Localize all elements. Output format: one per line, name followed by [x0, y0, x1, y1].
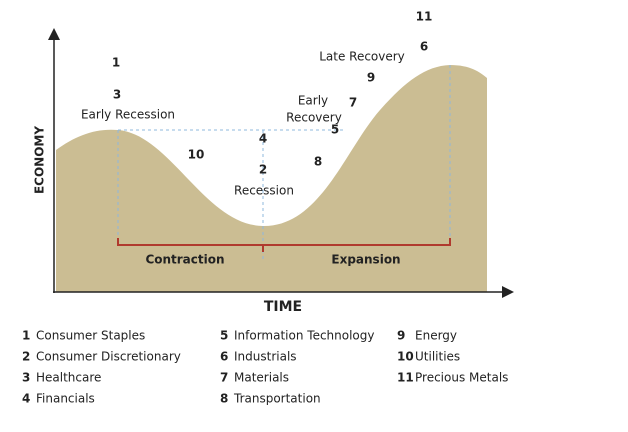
legend-name: Information Technology	[234, 329, 375, 343]
legend-number: 3	[22, 371, 30, 385]
legend-number: 10	[397, 350, 414, 364]
phase-label: Contraction	[145, 253, 224, 267]
sector-marker: 2	[259, 163, 267, 177]
sector-marker: 9	[367, 71, 375, 85]
legend-name: Precious Metals	[415, 371, 508, 385]
stage-label: Late Recovery	[319, 50, 405, 64]
sector-marker: 4	[259, 132, 267, 146]
markers: 1 3 10 4 2 8 579 6 11	[112, 10, 433, 177]
legend-name: Transportation	[233, 392, 321, 406]
legend-name: Utilities	[415, 350, 460, 364]
legend-number: 11	[397, 371, 414, 385]
legend-number: 1	[22, 329, 30, 343]
stage-label: Recovery	[286, 111, 342, 125]
legend-number: 8	[220, 392, 228, 406]
legend-number: 6	[220, 350, 228, 364]
stage-label: Recession	[234, 184, 294, 198]
legend-number: 9	[397, 329, 405, 343]
sector-marker: 3	[113, 88, 121, 102]
legend-name: Healthcare	[36, 371, 101, 385]
legend-name: Materials	[234, 371, 289, 385]
legend-name: Consumer Discretionary	[36, 350, 181, 364]
sector-marker: 5	[331, 123, 339, 137]
legend-number: 7	[220, 371, 228, 385]
legend-name: Consumer Staples	[36, 329, 145, 343]
y-axis-label: ECONOMY	[33, 126, 47, 194]
sector-marker: 11	[416, 10, 433, 24]
phase-label: Expansion	[331, 253, 400, 267]
legend-number: 2	[22, 350, 30, 364]
stage-label: Early	[298, 94, 328, 108]
x-axis-label: TIME	[264, 299, 302, 315]
legend-number: 5	[220, 329, 228, 343]
legend: 1 Consumer Staples 2 Consumer Discretionary…	[22, 329, 508, 406]
legend-name: Financials	[36, 392, 95, 406]
stage-label: Early Recession	[81, 108, 175, 122]
legend-name: Energy	[415, 329, 457, 343]
sector-marker: 8	[314, 155, 322, 169]
sector-marker: 1	[112, 56, 120, 70]
economy-curve	[56, 65, 487, 292]
legend-number: 4	[22, 392, 30, 406]
sector-marker: 10	[188, 148, 205, 162]
sector-marker: 7	[349, 96, 357, 110]
sector-marker: 6	[420, 40, 428, 54]
legend-name: Industrials	[234, 350, 297, 364]
phase-bracket	[117, 238, 451, 252]
